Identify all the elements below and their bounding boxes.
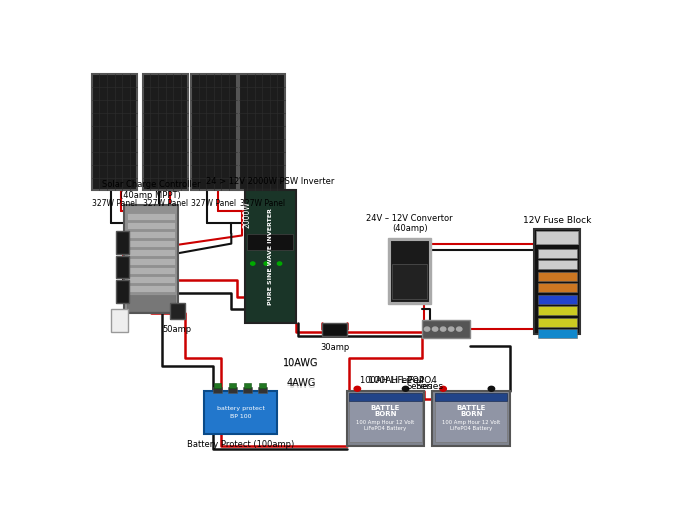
- FancyBboxPatch shape: [127, 222, 175, 229]
- FancyBboxPatch shape: [228, 383, 236, 388]
- Text: 2000W: 2000W: [242, 201, 251, 228]
- FancyBboxPatch shape: [127, 303, 175, 310]
- Circle shape: [440, 327, 446, 331]
- FancyBboxPatch shape: [127, 213, 175, 220]
- FancyBboxPatch shape: [127, 250, 175, 256]
- FancyBboxPatch shape: [143, 74, 188, 191]
- Text: 10AWG: 10AWG: [283, 358, 319, 368]
- FancyBboxPatch shape: [127, 259, 175, 265]
- FancyBboxPatch shape: [212, 387, 222, 393]
- FancyBboxPatch shape: [538, 329, 576, 338]
- FancyBboxPatch shape: [243, 387, 252, 393]
- FancyBboxPatch shape: [116, 256, 129, 278]
- Text: BORN: BORN: [460, 412, 482, 417]
- Circle shape: [488, 387, 495, 391]
- Text: 12V Fuse Block: 12V Fuse Block: [523, 216, 591, 225]
- FancyBboxPatch shape: [322, 323, 347, 336]
- FancyBboxPatch shape: [347, 391, 424, 446]
- FancyBboxPatch shape: [244, 383, 251, 388]
- FancyBboxPatch shape: [349, 395, 421, 442]
- FancyBboxPatch shape: [127, 276, 175, 283]
- Text: Series: Series: [406, 382, 432, 391]
- FancyBboxPatch shape: [538, 283, 576, 292]
- FancyBboxPatch shape: [432, 391, 510, 446]
- FancyBboxPatch shape: [127, 295, 175, 311]
- FancyBboxPatch shape: [536, 232, 579, 244]
- FancyBboxPatch shape: [111, 309, 128, 331]
- FancyBboxPatch shape: [116, 232, 129, 254]
- FancyBboxPatch shape: [538, 249, 576, 258]
- FancyBboxPatch shape: [538, 272, 576, 281]
- Circle shape: [432, 327, 438, 331]
- FancyBboxPatch shape: [259, 383, 266, 388]
- Text: BP 100: BP 100: [230, 414, 251, 419]
- Text: 10AWG: 10AWG: [283, 359, 319, 369]
- Text: 30amp: 30amp: [320, 343, 349, 352]
- Circle shape: [448, 327, 454, 331]
- Text: 100AH LiFePO4: 100AH LiFePO4: [368, 376, 437, 385]
- Text: battery protect: battery protect: [217, 406, 264, 410]
- FancyBboxPatch shape: [435, 393, 507, 401]
- Text: 4AWG: 4AWG: [286, 380, 316, 390]
- FancyBboxPatch shape: [239, 74, 285, 191]
- FancyBboxPatch shape: [349, 393, 421, 401]
- FancyBboxPatch shape: [257, 387, 267, 393]
- Text: BORN: BORN: [374, 412, 397, 417]
- FancyBboxPatch shape: [248, 234, 293, 250]
- Circle shape: [402, 387, 409, 391]
- FancyBboxPatch shape: [127, 241, 175, 247]
- FancyBboxPatch shape: [538, 318, 576, 327]
- Text: Solar Charge Controller
(40amp MPPT): Solar Charge Controller (40amp MPPT): [102, 181, 200, 200]
- Circle shape: [264, 262, 268, 265]
- FancyBboxPatch shape: [214, 383, 221, 388]
- FancyBboxPatch shape: [116, 280, 129, 303]
- FancyBboxPatch shape: [127, 294, 175, 301]
- Text: Battery Protect (100amp): Battery Protect (100amp): [187, 440, 294, 449]
- Text: PURE SINE WAVE INVERTER: PURE SINE WAVE INVERTER: [268, 209, 273, 305]
- Circle shape: [424, 327, 430, 331]
- FancyBboxPatch shape: [390, 239, 430, 303]
- FancyBboxPatch shape: [127, 267, 175, 274]
- FancyBboxPatch shape: [205, 391, 277, 434]
- Text: LiFePO4 Battery: LiFePO4 Battery: [450, 426, 493, 431]
- Text: 327W Panel: 327W Panel: [92, 199, 137, 208]
- Text: 100 Amp Hour 12 Volt: 100 Amp Hour 12 Volt: [442, 420, 500, 425]
- Circle shape: [440, 387, 446, 391]
- FancyBboxPatch shape: [421, 321, 470, 338]
- FancyBboxPatch shape: [538, 295, 576, 304]
- Text: 50amp: 50amp: [163, 326, 192, 335]
- FancyBboxPatch shape: [388, 238, 431, 304]
- FancyBboxPatch shape: [538, 306, 576, 315]
- Text: BATTLE: BATTLE: [371, 405, 400, 411]
- FancyBboxPatch shape: [228, 387, 237, 393]
- FancyBboxPatch shape: [435, 395, 507, 442]
- Text: Series: Series: [416, 382, 444, 391]
- Text: 24V – 12V Convertor
(40amp): 24V – 12V Convertor (40amp): [366, 214, 453, 234]
- FancyBboxPatch shape: [534, 229, 580, 333]
- Text: 4AWG: 4AWG: [286, 379, 316, 389]
- FancyBboxPatch shape: [538, 260, 576, 269]
- FancyBboxPatch shape: [127, 285, 175, 292]
- Text: 327W Panel: 327W Panel: [191, 199, 237, 208]
- FancyBboxPatch shape: [392, 264, 427, 299]
- FancyBboxPatch shape: [191, 74, 237, 191]
- Text: LiFePO4 Battery: LiFePO4 Battery: [365, 426, 407, 431]
- Circle shape: [457, 327, 462, 331]
- Text: 327W Panel: 327W Panel: [143, 199, 188, 208]
- FancyBboxPatch shape: [245, 191, 295, 323]
- FancyBboxPatch shape: [92, 74, 138, 191]
- Text: 24 > 12V 2000W PSW Inverter: 24 > 12V 2000W PSW Inverter: [206, 177, 334, 186]
- Circle shape: [277, 262, 282, 265]
- Circle shape: [251, 262, 255, 265]
- FancyBboxPatch shape: [170, 303, 185, 319]
- Text: 100 Amp Hour 12 Volt: 100 Amp Hour 12 Volt: [356, 420, 415, 425]
- FancyBboxPatch shape: [124, 205, 178, 313]
- Text: BATTLE: BATTLE: [457, 405, 486, 411]
- Text: 100AH LiFePO4: 100AH LiFePO4: [360, 376, 424, 385]
- Circle shape: [354, 387, 361, 391]
- FancyBboxPatch shape: [127, 232, 175, 238]
- Text: 327W Panel: 327W Panel: [239, 199, 284, 208]
